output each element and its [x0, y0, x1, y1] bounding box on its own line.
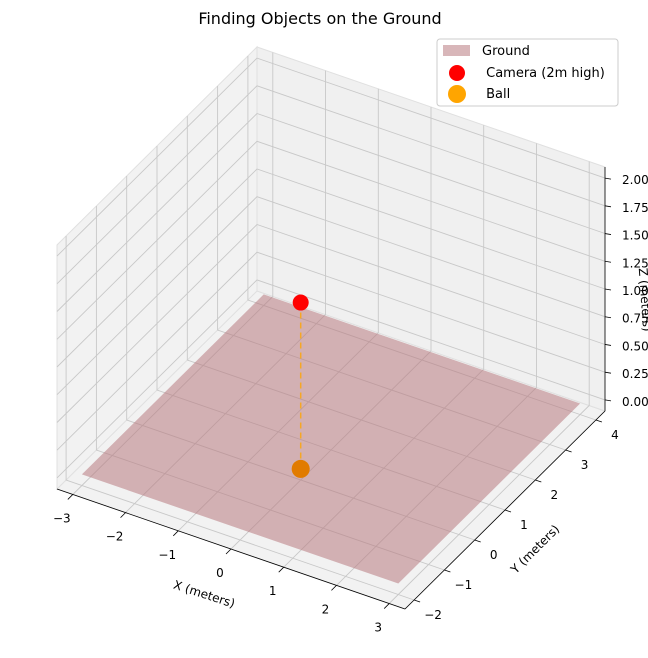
z-tick-label: 1.00 [622, 284, 648, 298]
y-tick-label: 4 [611, 428, 619, 442]
y-tick-label: 3 [581, 458, 589, 472]
legend-marker-ball [448, 85, 466, 103]
y-tick-label: 2 [550, 488, 558, 502]
z-tick-label: 1.25 [622, 256, 648, 270]
y-tick-label: 0 [490, 548, 498, 562]
z-tick-label: 0.00 [622, 395, 648, 409]
legend-marker-camera [449, 65, 465, 81]
y-tick-mark [504, 509, 512, 513]
grid-line-z [56, 196, 606, 396]
x-tick-label: 0 [216, 566, 224, 580]
y-tick-mark [565, 449, 572, 453]
z-tick-label: 0.50 [622, 339, 648, 353]
z-tick-mark [604, 316, 612, 319]
legend-swatch-ground [443, 45, 470, 56]
y-tick-mark [413, 599, 421, 603]
x-tick-mark [172, 530, 179, 537]
z-tick-mark [604, 205, 612, 208]
z-tick-label: 1.75 [622, 201, 648, 215]
legend-label-camera: Camera (2m high) [482, 66, 605, 81]
chart-title: Finding Objects on the Ground [198, 9, 441, 28]
z-tick-label: 0.75 [622, 312, 648, 326]
grid-line-z [56, 85, 606, 285]
ground-plane [81, 294, 581, 584]
legend-label-ball: Ball [482, 87, 510, 102]
y-tick-mark [535, 479, 542, 483]
grid-line-y [65, 236, 415, 601]
x-tick-label: −1 [158, 548, 176, 562]
camera-marker [292, 294, 309, 311]
x-tick-label: −3 [53, 511, 71, 525]
legend-box [436, 38, 619, 107]
grid-line-z [56, 140, 606, 340]
y-tick-label: −1 [455, 578, 473, 592]
x-tick-mark [120, 512, 126, 518]
x-tick-mark [278, 566, 285, 573]
z-tick-mark [604, 344, 612, 346]
ground-surface [81, 294, 581, 584]
legend: Ground Camera (2m high) Ball [436, 38, 619, 107]
grid-line-x [388, 161, 590, 604]
y-tick-mark [474, 539, 481, 543]
z-tick-mark [604, 177, 612, 180]
z-tick-label: 1.50 [622, 229, 648, 243]
x-tick-mark [331, 585, 337, 591]
z-tick-label: 0.25 [622, 367, 648, 381]
z-tick-mark [604, 399, 612, 402]
legend-label-ground: Ground [482, 44, 530, 59]
grid-line-z [56, 223, 606, 423]
z-tick-label: 2.00 [622, 173, 648, 187]
ball-marker-shade [291, 459, 310, 478]
grid-line-z [56, 251, 606, 451]
z-tick-mark [604, 260, 612, 263]
x-tick-mark [225, 548, 232, 555]
y-tick-mark [444, 569, 451, 573]
x-tick-mark [383, 603, 390, 609]
y-tick-mark [595, 419, 603, 423]
grid-line-z [56, 112, 606, 312]
x-tick-label: 1 [269, 584, 277, 598]
grid-line-z [56, 57, 606, 257]
x-tick-label: −2 [106, 530, 124, 544]
y-tick-label: 1 [520, 518, 528, 532]
y-axis-label: Y (meters) [507, 522, 562, 577]
data-marks [291, 294, 310, 478]
z-tick-mark [604, 371, 612, 374]
grid-line-z [56, 279, 606, 479]
x-tick-label: 3 [374, 621, 382, 635]
x-axis-label: X (meters) [172, 578, 237, 611]
z-tick-mark [604, 233, 612, 235]
x-tick-label: 2 [322, 602, 330, 616]
axis-ticks: −3 −2 −1 0 1 2 3 −2 −1 0 1 2 3 4 0.00 0.25 0.50 0.75 1.00 1… [53, 167, 648, 635]
x-tick-mark [67, 494, 74, 500]
z-tick-mark [604, 288, 612, 291]
grid-line-z [56, 168, 606, 368]
y-tick-label: −2 [424, 608, 442, 622]
